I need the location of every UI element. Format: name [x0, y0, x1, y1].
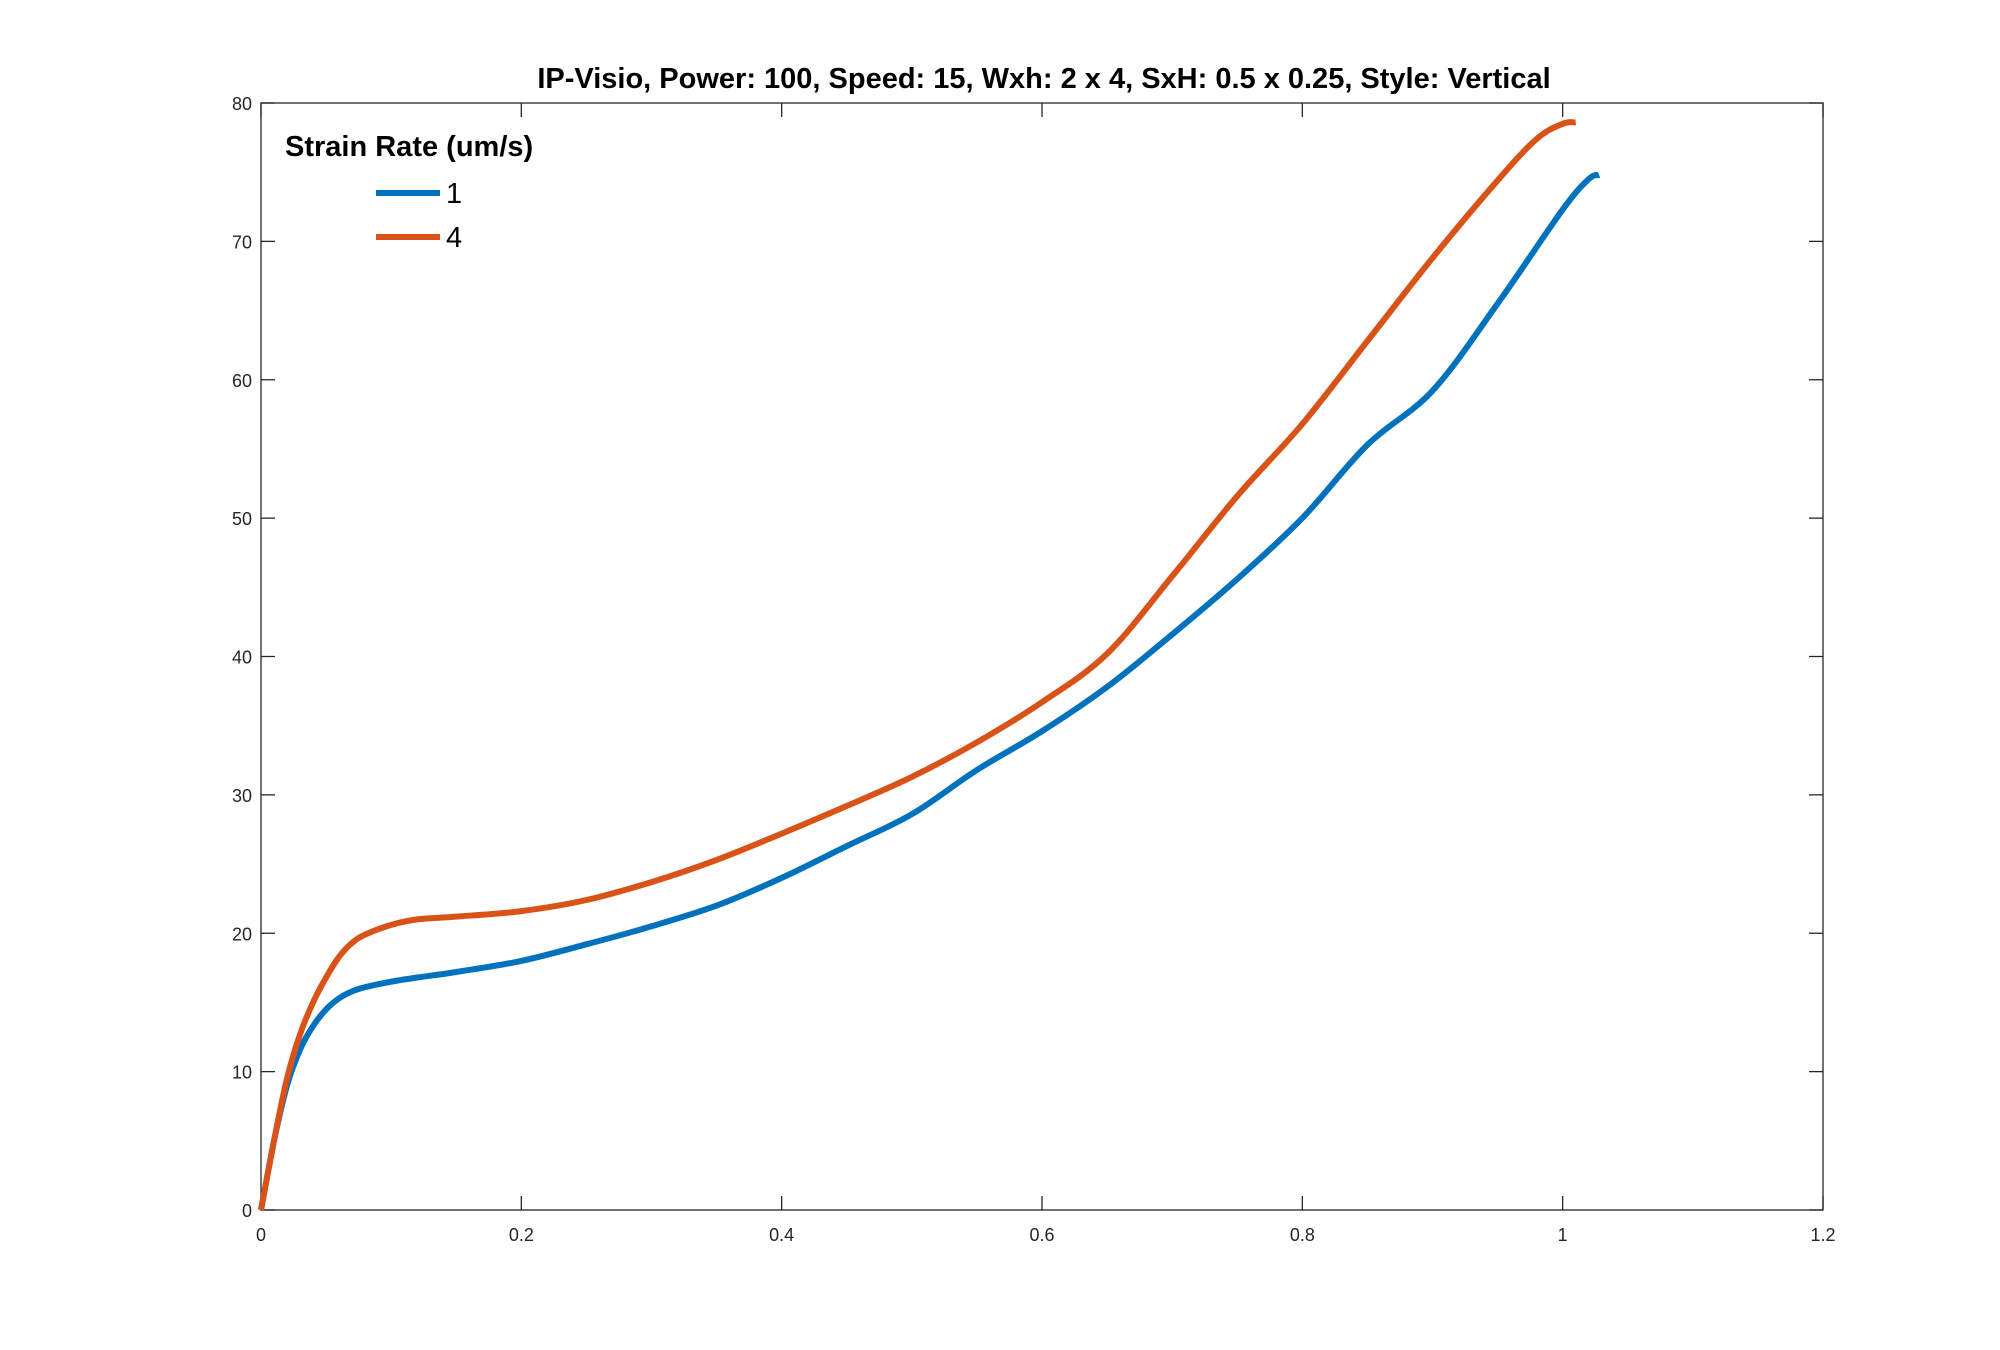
x-tick-label: 0.2 — [509, 1225, 534, 1245]
chart-title: IP-Visio, Power: 100, Speed: 15, Wxh: 2 … — [537, 63, 1550, 95]
y-tick-label: 60 — [232, 371, 252, 391]
x-tick-label: 0 — [256, 1225, 266, 1245]
y-tick-label: 10 — [232, 1063, 252, 1083]
series-line-1 — [258, 172, 1601, 1211]
series-line-4 — [258, 119, 1576, 1211]
y-tick-label: 30 — [232, 786, 252, 806]
legend-label-4: 4 — [446, 222, 462, 254]
x-tick-label: 1.2 — [1810, 1225, 1835, 1245]
y-tick-label: 50 — [232, 509, 252, 529]
x-tick-label: 0.6 — [1029, 1225, 1054, 1245]
y-tick-label: 70 — [232, 232, 252, 252]
y-tick-label: 80 — [232, 94, 252, 114]
y-tick-label: 40 — [232, 648, 252, 668]
legend: Strain Rate (um/s) 1 4 — [285, 131, 533, 254]
y-tick-label: 0 — [242, 1201, 252, 1221]
legend-title: Strain Rate (um/s) — [285, 131, 533, 163]
y-tick-label: 20 — [232, 924, 252, 944]
x-tick-label: 0.4 — [769, 1225, 794, 1245]
x-tick-label: 0.8 — [1290, 1225, 1315, 1245]
legend-label-1: 1 — [446, 178, 462, 210]
x-tick-label: 1 — [1558, 1225, 1568, 1245]
plot-area: 0 0.2 0.4 0.6 0.8 1 1.2 0 10 20 30 40 50 60 70 80 Strain… — [232, 94, 1836, 1245]
